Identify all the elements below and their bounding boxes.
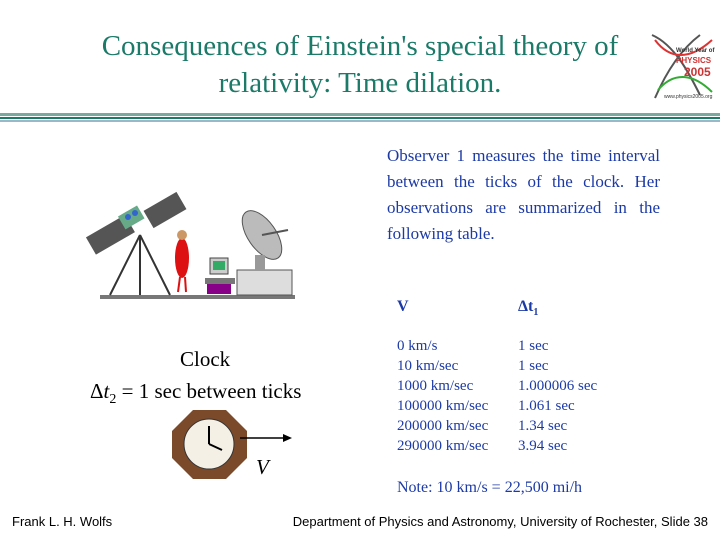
interval-text: = 1 sec between ticks <box>116 379 302 403</box>
logo-url: www.physics2005.org <box>664 94 713 100</box>
table-cell: 1.061 sec <box>518 398 575 414</box>
footer-right: Department of Physics and Astronomy, Uni… <box>292 514 708 529</box>
table-cell: 0 km/s <box>397 338 438 354</box>
velocity-label: V <box>256 455 269 479</box>
table-cell: 290000 km/sec <box>397 438 489 454</box>
illustration <box>85 191 295 299</box>
table-header: Δt1 <box>518 298 538 318</box>
header-subscript: 1 <box>533 307 539 319</box>
table-cell: 1 sec <box>518 358 549 374</box>
table-cell: 10 km/sec <box>397 358 459 374</box>
paragraph: Observer 1 measures the time interval be… <box>387 146 660 243</box>
variable: t <box>103 379 110 403</box>
title: Consequences of Einstein's special theor… <box>101 30 619 62</box>
table-cell: 3.94 sec <box>518 438 568 454</box>
logo-text: World Year of <box>676 48 715 54</box>
table-cell: 1000 km/sec <box>397 378 474 394</box>
subscript: 2 <box>109 392 117 408</box>
table-cell: 1.000006 sec <box>518 378 598 394</box>
table-cell: 1.34 sec <box>518 418 568 434</box>
title-rule <box>0 113 720 122</box>
note: Note: 10 km/s = 22,500 mi/h <box>397 479 583 496</box>
clock-interval: Δt2 = 1 sec between ticks <box>90 379 301 408</box>
logo-text: PHYSICS <box>676 56 712 65</box>
clock-label: Clock <box>180 347 231 371</box>
title: relativity: Time dilation. <box>218 67 502 99</box>
table-header: V <box>397 298 409 315</box>
table-cell: 200000 km/sec <box>397 418 489 434</box>
table-cell: 100000 km/sec <box>397 398 489 414</box>
velocity-arrow <box>240 434 292 442</box>
clock-icon <box>172 410 247 479</box>
footer-left: Frank L. H. Wolfs <box>12 514 113 529</box>
delta: Δ <box>90 379 104 403</box>
header-text: Δt <box>518 298 534 315</box>
table-cell: 1 sec <box>518 338 549 354</box>
logo <box>651 34 713 99</box>
logo-text: 2005 <box>684 65 711 79</box>
